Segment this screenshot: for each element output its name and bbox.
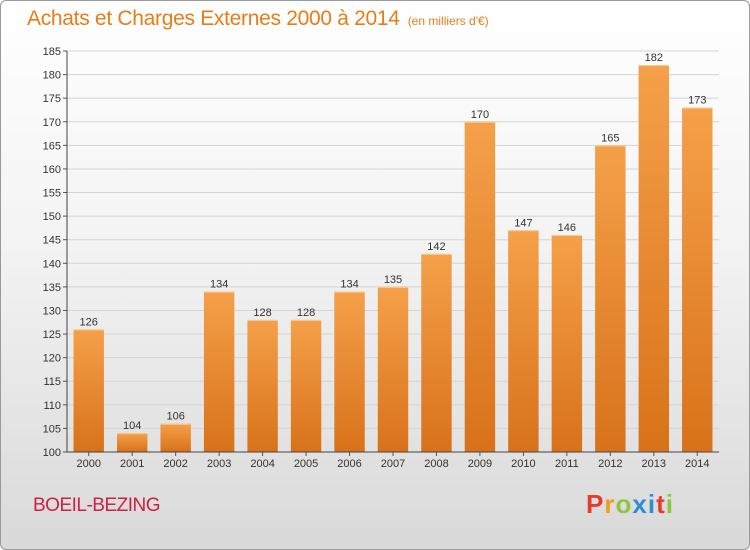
x-tick-label-2002: 2002 [163, 458, 187, 470]
x-tick-label-2005: 2005 [294, 458, 318, 470]
x-tick-label-2011: 2011 [555, 458, 579, 470]
value-label-2013: 182 [645, 52, 663, 64]
x-tick-label-2008: 2008 [424, 458, 448, 470]
y-tick-label: 105 [43, 423, 61, 435]
bar-2003 [203, 291, 235, 452]
y-axis-ticks: 100 105 110 115 120 125 130 135 140 145 150 155 160 1… [43, 46, 67, 459]
value-label-2003: 134 [210, 279, 228, 291]
logo-letter: o [615, 489, 633, 519]
y-tick-label: 145 [43, 235, 61, 247]
y-tick-label: 135 [43, 282, 61, 294]
value-label-2008: 142 [427, 241, 445, 253]
bar-2005 [290, 319, 322, 452]
axes [66, 51, 719, 453]
x-axis-ticks: 2000 2001 2002 2003 2004 2005 2006 2007 2008 2009… [76, 452, 710, 470]
x-tick-label-2010: 2010 [511, 458, 535, 470]
x-tick-label-2007: 2007 [381, 458, 405, 470]
bar-2000 [73, 329, 104, 452]
bar-2010 [508, 230, 539, 452]
logo-letter: i [647, 489, 657, 519]
value-label-2007: 135 [384, 274, 402, 286]
value-label-2004: 128 [253, 307, 271, 319]
bar-2002 [160, 423, 191, 452]
y-tick-label: 100 [43, 447, 61, 459]
x-tick-label-2006: 2006 [337, 458, 361, 470]
y-tick-label: 115 [43, 376, 61, 388]
x-tick-label-2000: 2000 [76, 458, 100, 470]
bars [73, 65, 713, 453]
x-tick-label-2013: 2013 [642, 458, 666, 470]
logo-letter: t [656, 489, 666, 519]
x-tick-label-2012: 2012 [598, 458, 622, 470]
bar-2004 [247, 319, 278, 452]
y-tick-label: 185 [43, 46, 61, 58]
y-tick-label: 165 [43, 140, 61, 152]
y-tick-label: 120 [43, 353, 61, 365]
bar-2009 [464, 121, 496, 452]
x-tick-label-2003: 2003 [207, 458, 231, 470]
y-tick-label: 180 [43, 70, 61, 82]
bar-2011 [551, 234, 583, 452]
logo-letter: P [586, 489, 605, 519]
value-label-2000: 126 [80, 316, 98, 328]
value-label-2011: 146 [558, 222, 576, 234]
value-labels: 126 104 106 134 128 128 134 135 142 170 147 146 165 1… [80, 52, 707, 432]
bar-2013 [638, 65, 670, 452]
commune-name: BOEIL-BEZING [33, 495, 161, 516]
y-tick-label: 130 [43, 305, 61, 317]
value-label-2009: 170 [471, 109, 489, 121]
x-tick-label-2001: 2001 [120, 458, 144, 470]
y-tick-label: 160 [43, 164, 61, 176]
y-tick-label: 170 [43, 117, 61, 129]
value-label-2006: 134 [340, 279, 358, 291]
bar-2007 [377, 286, 409, 452]
logo-letter: x [632, 489, 648, 519]
y-tick-label: 150 [43, 211, 61, 223]
value-label-2001: 104 [123, 420, 141, 432]
chart-title-block: Achats et Charges Externes 2000 à 2014 (e… [27, 7, 489, 31]
bar-2006 [334, 291, 365, 452]
y-tick-label: 175 [43, 93, 61, 105]
value-label-2002: 106 [166, 411, 184, 423]
x-tick-label-2009: 2009 [468, 458, 492, 470]
bar-2008 [421, 253, 452, 452]
y-tick-label: 125 [43, 329, 61, 341]
chart-title: Achats et Charges Externes 2000 à 2014 [27, 7, 400, 30]
y-tick-label: 155 [43, 188, 61, 200]
value-label-2014: 173 [688, 95, 706, 107]
value-label-2010: 147 [514, 217, 532, 229]
chart-subtitle: (en milliers d'€) [407, 14, 489, 28]
bar-2014 [682, 107, 713, 453]
proxiti-logo[interactable]: Proxiti [586, 489, 674, 520]
value-label-2005: 128 [297, 307, 315, 319]
y-tick-label: 110 [43, 400, 61, 412]
value-label-2012: 165 [601, 132, 619, 144]
bar-2012 [595, 145, 626, 452]
y-tick-label: 140 [43, 258, 61, 270]
bar-2001 [116, 433, 148, 452]
logo-letter: i [665, 489, 674, 519]
x-tick-label-2014: 2014 [685, 458, 709, 470]
x-tick-label-2004: 2004 [250, 458, 274, 470]
logo-letter: r [604, 489, 616, 519]
